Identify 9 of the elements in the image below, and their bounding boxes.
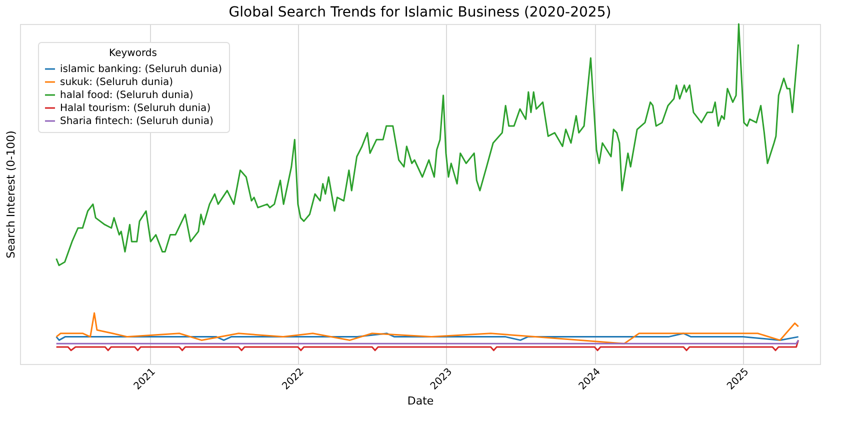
legend-label: Halal tourism: (Seluruh dunia): [60, 103, 211, 114]
legend-label: halal food: (Seluruh dunia): [60, 90, 194, 101]
legend-title: Keywords: [109, 48, 157, 59]
x-axis-title: Date: [407, 394, 434, 408]
legend-label: islamic banking: (Seluruh dunia): [60, 64, 222, 75]
legend-label: Sharia fintech: (Seluruh dunia): [60, 116, 214, 127]
y-axis-title: Search Interest (0-100): [4, 130, 18, 258]
legend-label: sukuk: (Seluruh dunia): [60, 77, 174, 88]
chart-title: Global Search Trends for Islamic Business (2020-2025): [228, 4, 612, 20]
